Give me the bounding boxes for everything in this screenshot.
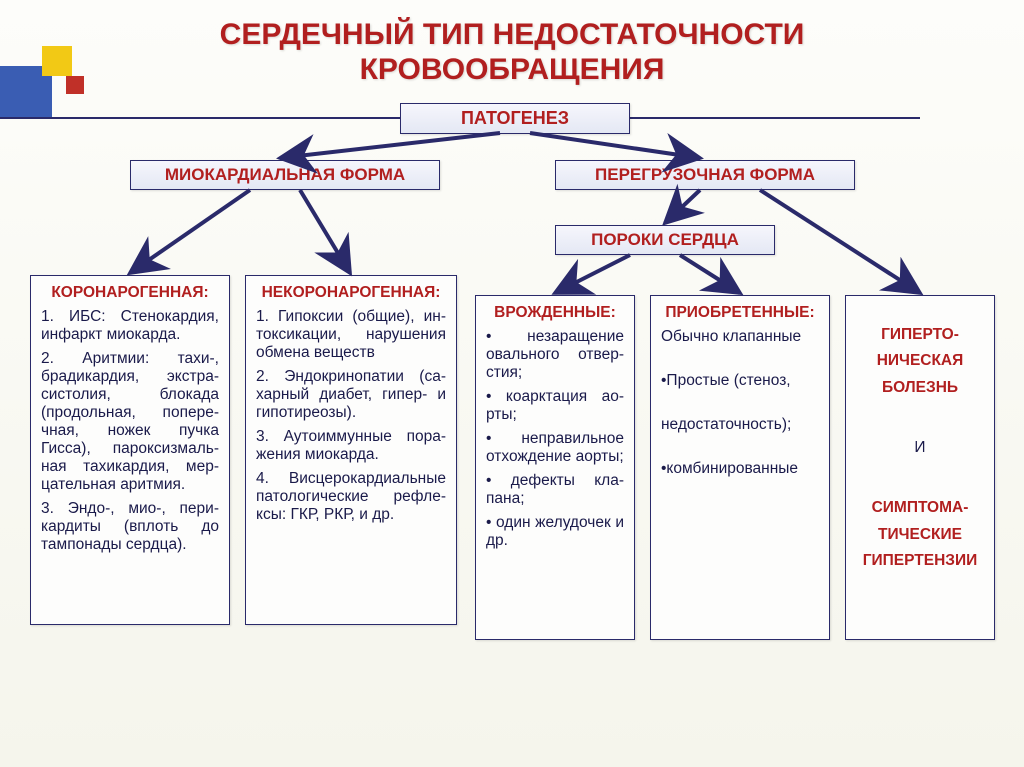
card-body: • незаращение овального отвер­стия;• коа… bbox=[486, 328, 624, 550]
slide-title: СЕРДЕЧНЫЙ ТИП НЕДОСТАТОЧНОСТИ КРОВООБРАЩ… bbox=[0, 18, 1024, 87]
node-label: ПЕРЕГРУЗОЧНАЯ ФОРМА bbox=[595, 165, 815, 185]
card-heading: НЕКОРОНАРОГЕННАЯ: bbox=[256, 284, 446, 302]
card-heading: ПРИОБРЕ­ТЕННЫЕ: bbox=[661, 304, 819, 322]
node-label: ПАТОГЕНЕЗ bbox=[461, 108, 569, 129]
node-pathogenesis: ПАТОГЕНЕЗ bbox=[400, 103, 630, 134]
node-label: ПОРОКИ СЕРДЦА bbox=[591, 230, 739, 250]
node-myocardial: МИОКАРДИАЛЬНАЯ ФОРМА bbox=[130, 160, 440, 190]
node-label: МИОКАРДИАЛЬНАЯ ФОРМА bbox=[165, 165, 405, 185]
card-acquired: ПРИОБРЕ­ТЕННЫЕ: Обычно кла­панные•Просты… bbox=[650, 295, 830, 640]
card-body: ГИПЕРТО­НИЧЕСКАЯ БОЛЕЗНЬИСИМПТОМА­ТИЧЕСК… bbox=[856, 322, 984, 574]
card-heading: КОРОНАРОГЕННАЯ: bbox=[41, 284, 219, 302]
card-body: 1. ИБС: Стенокардия, инфаркт миокарда.2.… bbox=[41, 308, 219, 554]
card-body: 1. Гипоксии (общие), ин­токсикации, нару… bbox=[256, 308, 446, 524]
title-line2: КРОВООБРАЩЕНИЯ bbox=[360, 53, 665, 86]
node-overload: ПЕРЕГРУЗОЧНАЯ ФОРМА bbox=[555, 160, 855, 190]
card-congenital: ВРОЖДЕННЫЕ: • незаращение овального отве… bbox=[475, 295, 635, 640]
card-noncoronary: НЕКОРОНАРОГЕННАЯ: 1. Гипоксии (общие), и… bbox=[245, 275, 457, 625]
card-body: Обычно кла­панные•Простые (стеноз,недост… bbox=[661, 328, 819, 478]
card-heading: ВРОЖДЕННЫЕ: bbox=[486, 304, 624, 322]
card-coronary: КОРОНАРОГЕННАЯ: 1. ИБС: Стенокардия, инф… bbox=[30, 275, 230, 625]
card-hypertension: ГИПЕРТО­НИЧЕСКАЯ БОЛЕЗНЬИСИМПТОМА­ТИЧЕСК… bbox=[845, 295, 995, 640]
title-line1: СЕРДЕЧНЫЙ ТИП НЕДОСТАТОЧНОСТИ bbox=[220, 18, 805, 51]
node-defects: ПОРОКИ СЕРДЦА bbox=[555, 225, 775, 255]
